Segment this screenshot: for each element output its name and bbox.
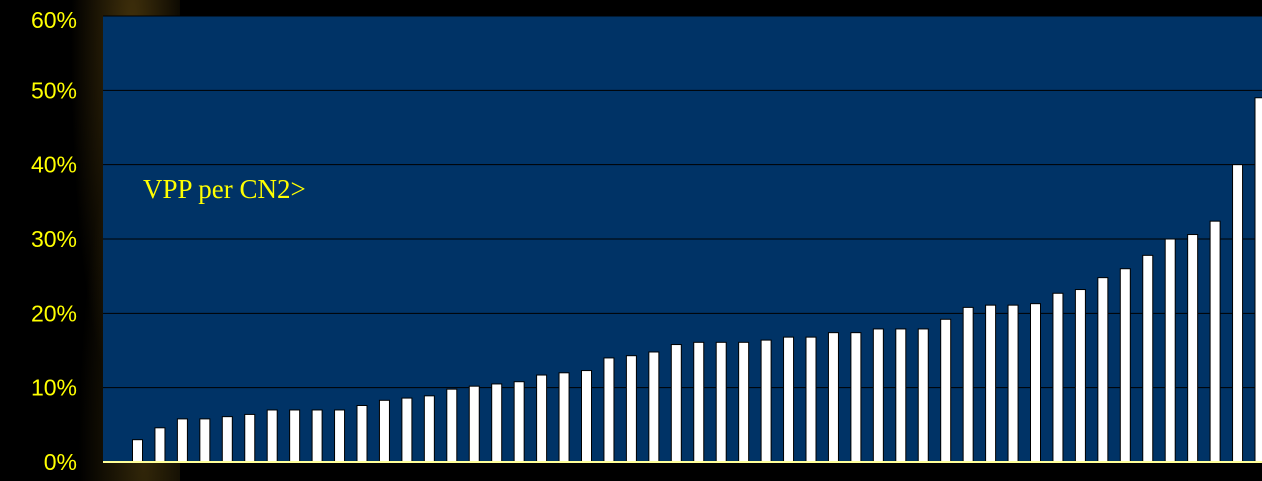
bar [872,328,884,463]
bar [289,409,301,463]
bar [378,399,390,463]
bar [491,383,503,463]
bar [1164,238,1176,463]
bar [221,416,233,463]
bar [1232,164,1244,463]
gridlines [103,15,1262,389]
y-tick-label: 60% [31,7,77,33]
bar [850,332,862,463]
bar [1074,289,1086,463]
bar [1097,277,1109,463]
bar [715,341,727,463]
bar [783,336,795,463]
bar [1052,292,1064,463]
bar [1142,254,1154,463]
bar [895,328,907,463]
bar [693,341,705,463]
bar [513,381,525,463]
bar [581,370,592,463]
bar [423,395,435,463]
bar [603,357,615,463]
bar [536,374,548,463]
bar [760,339,772,463]
bar [1209,220,1221,463]
bars [132,97,1262,463]
bar [940,318,952,463]
bar [558,372,570,463]
bar [446,388,458,463]
bar [468,385,480,463]
bar [356,405,368,463]
bar [401,397,413,463]
bar [311,409,323,463]
bar [648,351,660,463]
bar [985,304,997,463]
bar [827,332,839,463]
bar [334,409,346,463]
y-tick-label: 0% [44,449,77,475]
bar [1030,303,1041,463]
bar [738,341,750,463]
bar [1254,97,1262,463]
bar [266,409,278,463]
bar [154,427,166,463]
y-tick-label: 10% [31,375,77,401]
bar [625,355,637,463]
y-tick-label: 50% [31,77,77,103]
bar [199,418,211,463]
chart-annotation: VPP per CN2> [143,174,306,204]
bar [244,413,256,463]
bar [132,439,143,463]
y-tick-label: 40% [31,152,77,178]
bar [1187,234,1199,463]
bar [1119,268,1131,463]
y-tick-labels: 0% 10% 20% 30% 40% 50% 60% [31,7,77,475]
bar [176,418,188,463]
bar [805,336,817,463]
y-tick-label: 20% [31,300,77,326]
bar [1007,304,1019,463]
y-tick-label: 30% [31,226,77,252]
bar [962,306,974,463]
bar [917,328,929,463]
bar [670,344,682,463]
